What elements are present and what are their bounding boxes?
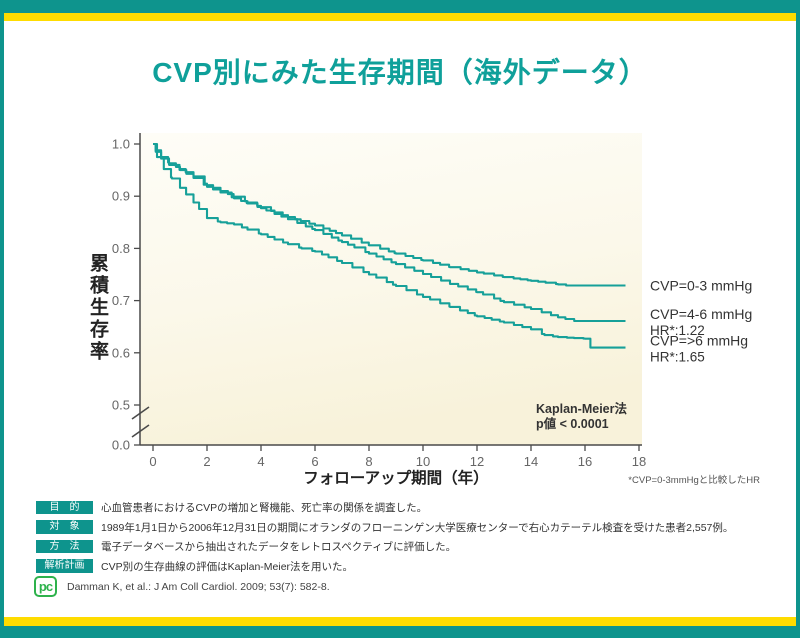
- svg-text:10: 10: [416, 454, 430, 469]
- pc-logo-icon: pc: [34, 576, 57, 597]
- summary-row: 対 象 1989年1月1日から2006年12月31日の期間にオランダのフローニンゲ…: [36, 520, 733, 535]
- citation-text: Damman K, et al.: J Am Coll Cardiol. 200…: [67, 580, 330, 593]
- svg-text:CVP=>6 mmHg: CVP=>6 mmHg: [650, 333, 748, 349]
- svg-text:CVP=4-6 mmHg: CVP=4-6 mmHg: [650, 306, 752, 322]
- summary-text: CVP別の生存曲線の評価はKaplan-Meier法を用いた。: [101, 560, 354, 573]
- svg-text:6: 6: [311, 454, 318, 469]
- kaplan-meier-plot: 0 2 4 6 8 10 12 14 16 18 1.0 0.9 0.8 0.7 0.6 0.5 0.0 Kap…: [112, 133, 760, 487]
- top-accent-stripe: [4, 13, 796, 21]
- bottom-accent-stripe: [4, 617, 796, 626]
- plot-background: [140, 133, 642, 445]
- svg-text:0: 0: [149, 454, 156, 469]
- annotation-pvalue: p値 < 0.0001: [536, 416, 609, 431]
- summary-row: 方 法電子データベースから抽出されたデータをレトロスペクティブに評価した。: [36, 539, 733, 554]
- survival-curves: [153, 142, 627, 349]
- study-summary: 目 的心血管患者におけるCVPの増加と腎機能、死亡率の関係を調査した。対 象 19…: [36, 500, 733, 578]
- svg-text:14: 14: [524, 454, 538, 469]
- x-axis-label: フォローアップ期間（年）: [303, 468, 488, 487]
- svg-text:8: 8: [365, 454, 372, 469]
- summary-tag: 対 象: [36, 520, 93, 534]
- svg-text:0.0: 0.0: [112, 438, 130, 453]
- summary-row: 解析計画 CVP別の生存曲線の評価はKaplan-Meier法を用いた。: [36, 559, 733, 574]
- svg-text:0.7: 0.7: [112, 293, 130, 308]
- svg-text:12: 12: [470, 454, 484, 469]
- svg-text:0.5: 0.5: [112, 398, 130, 413]
- svg-text:16: 16: [578, 454, 592, 469]
- slide-content: CVP別にみた生存期間（海外データ） 0 2 4 6 8 10 12 14 16 18 1.0 0.9…: [4, 13, 796, 626]
- svg-text:HR*:1.22: HR*:1.22: [650, 323, 705, 338]
- svg-text:18: 18: [632, 454, 646, 469]
- summary-tag: 方 法: [36, 539, 93, 554]
- summary-text: 電子データベースから抽出されたデータをレトロスペクティブに評価した。: [101, 541, 457, 553]
- hr-footnote: *CVP=0-3mmHgと比較したHR: [628, 474, 760, 486]
- svg-text:4: 4: [257, 454, 264, 469]
- svg-text:1.0: 1.0: [112, 137, 130, 152]
- svg-text:2: 2: [203, 454, 210, 469]
- summary-row: 目 的心血管患者におけるCVPの増加と腎機能、死亡率の関係を調査した。: [36, 500, 733, 515]
- svg-text:0.9: 0.9: [112, 189, 130, 204]
- axis-ticks: 0 2 4 6 8 10 12 14 16 18 1.0 0.9 0.8 0.7 0.6 0.5 0.0: [112, 137, 646, 470]
- summary-tag: 解析計画: [36, 559, 93, 573]
- summary-text: 1989年1月1日から2006年12月31日の期間にオランダのフローニンゲン大学…: [101, 521, 734, 534]
- annotation-method: Kaplan-Meier法: [536, 401, 627, 416]
- survival-chart: 0 2 4 6 8 10 12 14 16 18 1.0 0.9 0.8 0.7 0.6 0.5 0.0 Kap…: [60, 120, 760, 500]
- summary-tag: 目 的: [36, 500, 93, 515]
- svg-text:0.6: 0.6: [112, 345, 130, 360]
- citation-row: pc Damman K, et al.: J Am Coll Cardiol. …: [34, 576, 330, 597]
- svg-text:CVP=0-3 mmHg: CVP=0-3 mmHg: [650, 277, 752, 293]
- svg-text:HR*:1.65: HR*:1.65: [650, 350, 705, 365]
- summary-text: 心血管患者におけるCVPの増加と腎機能、死亡率の関係を調査した。: [101, 502, 428, 514]
- page-title: CVP別にみた生存期間（海外データ）: [152, 57, 648, 88]
- y-axis-break-icon: [131, 406, 150, 438]
- y-axis-label: 累積生存率: [87, 253, 108, 363]
- svg-text:0.8: 0.8: [112, 241, 130, 256]
